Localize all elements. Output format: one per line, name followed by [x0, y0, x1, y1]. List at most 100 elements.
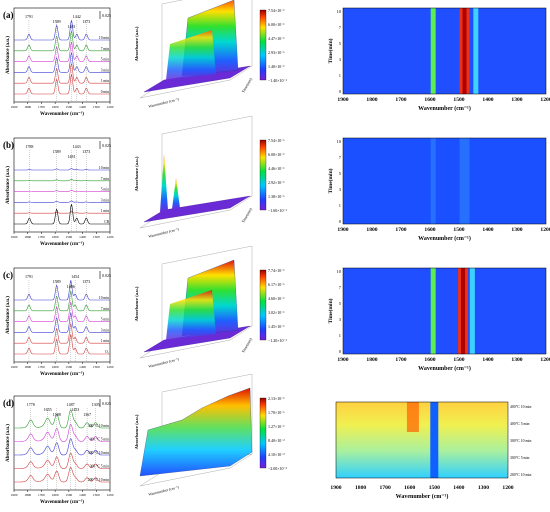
line-panel-2: (c) 1900 1800 1700 1600 1500 1400 1300 1200 Waven…	[3, 267, 114, 377]
series-label: 300 °C 10 min	[88, 451, 109, 455]
panel-label: (d)	[3, 398, 14, 408]
x-tick-label: 1800	[355, 485, 366, 491]
surface-peak	[172, 178, 180, 209]
series-line	[14, 178, 110, 182]
colorbar-label: 1.45×10⁻¹	[268, 324, 285, 329]
series-line	[14, 41, 110, 62]
line-panel-0: (a) 1900 1800 1700 1600 1500 1400 1300 1200 Waven…	[3, 7, 114, 117]
series-label: CB	[104, 220, 109, 224]
peak-label: 1481	[67, 154, 75, 159]
heatmap-field	[343, 8, 546, 94]
heatmap-frame	[342, 137, 547, 225]
x-tick-label: 1200	[107, 493, 114, 497]
series-label: 1 min	[101, 209, 109, 213]
y-tick-label: 10	[337, 139, 342, 144]
heatmap-band	[406, 402, 419, 432]
peak-label: 1791	[25, 14, 33, 19]
x-tick-label: 1600	[52, 493, 59, 497]
x-tick-label: 1400	[79, 365, 86, 369]
peak-label: 1589	[53, 149, 61, 154]
series-line	[14, 323, 110, 344]
series-label: 1 min	[101, 339, 109, 343]
colorbar-label: 4.60×10⁻¹	[268, 296, 285, 301]
x-tick-label: 1500	[65, 365, 72, 369]
colorbar-label: 7.74×10⁻¹	[268, 268, 285, 273]
surface-panel-3: Absorbance (a.u.) Wavenumber (cm⁻¹) 2.13×1…	[134, 373, 288, 497]
series-label: 3 min	[101, 198, 109, 202]
x-tick-label: 1800	[24, 105, 31, 109]
surface-panel-0: Absorbance (a.u.) Wavenumber (cm⁻¹) Time(m…	[134, 0, 288, 109]
plot-frame	[13, 137, 111, 233]
colorbar-label: −1.40×10⁻¹	[268, 78, 288, 83]
series-line	[14, 466, 110, 483]
colorbar-label: 2.13×10⁻¹	[268, 396, 285, 401]
y-tick-label: 7	[339, 285, 342, 290]
surface-sheet	[166, 290, 216, 340]
y-axis-label: Time(min)	[241, 207, 253, 224]
x-tick-label: 1600	[424, 357, 435, 363]
colorbar-label: 3.02×10⁻¹	[268, 310, 285, 315]
x-tick-label: 1800	[366, 227, 377, 233]
y-axis-label: Absorbance (a.u.)	[6, 166, 11, 204]
surface-panel-1: Absorbance (a.u.) Wavenumber (cm⁻¹) Time(m…	[134, 115, 288, 239]
x-tick-label: 1400	[79, 493, 86, 497]
series-line	[14, 204, 110, 225]
surface-floor	[143, 325, 251, 353]
heatmap-band	[469, 268, 475, 354]
colorbar-label: −1.20×10⁻¹	[268, 338, 288, 343]
colorbar-label: 1.70×10⁻¹	[268, 410, 285, 415]
peak-label: 1367	[83, 412, 91, 417]
heatmap-field	[343, 268, 546, 354]
x-tick-label: 1600	[424, 227, 435, 233]
x-tick-label: 1400	[79, 235, 86, 239]
heatmap-frame	[342, 267, 547, 355]
x-tick-label: 1400	[453, 485, 464, 491]
peak-label: 1589	[53, 19, 61, 24]
x-tick-label: 1600	[52, 105, 59, 109]
peak-label: 1788	[25, 144, 33, 149]
plot-frame	[13, 267, 111, 363]
colorbar-label: 7.54×10⁻¹	[268, 138, 285, 143]
colorbar-label: 6.00×10⁻¹	[268, 152, 285, 157]
y-tick-label: 0	[339, 349, 342, 354]
x-tick-label: 1700	[38, 235, 45, 239]
heatmap-band	[473, 8, 479, 94]
y-tick-label: 10	[337, 9, 342, 14]
peak-label: 1655	[44, 407, 52, 412]
y-tick-label: 7	[339, 25, 342, 30]
series-line	[14, 168, 110, 171]
x-axis-label: Wavenumber (cm⁻¹)	[40, 499, 84, 505]
x-axis-label: Wavenumber (cm⁻¹)	[418, 235, 471, 242]
x-axis-label: Wavenumber (cm⁻¹)	[40, 241, 84, 247]
surface-floor-edge	[139, 453, 253, 487]
series-line	[14, 312, 110, 333]
x-axis-label: Wavenumber (cm⁻¹)	[40, 111, 84, 117]
y-axis-label: Absorbance (a.u.)	[6, 296, 11, 334]
surface-floor	[143, 195, 251, 223]
x-tick-label: 1700	[38, 493, 45, 497]
colorbar-label: 7.54×10⁻¹	[268, 8, 285, 13]
y-tick-label: 300°C 10 min	[510, 439, 531, 443]
colorbar-label: 1.40×10⁻¹	[268, 64, 285, 69]
y-axis-label: Time(min)	[241, 77, 253, 94]
series-line	[14, 189, 110, 192]
x-tick-label: 1900	[337, 357, 348, 363]
x-tick-label: 1200	[540, 227, 550, 233]
x-tick-label: 1500	[65, 235, 72, 239]
series-line	[14, 452, 110, 469]
x-tick-label: 1300	[93, 105, 100, 109]
series-line	[14, 290, 110, 312]
x-axis-label: Wavenumber (cm⁻¹)	[40, 371, 84, 377]
x-tick-label: 1500	[429, 485, 440, 491]
peak-label: 1443	[73, 144, 81, 149]
heatmap-panel-3: 400°C 10 min 400°C 5 min 300°C 10 min 300°C…	[330, 401, 531, 500]
peak-label: 1453	[71, 407, 79, 412]
series-line	[14, 334, 110, 355]
y-tick-label: 0	[339, 219, 342, 224]
scale-bar-label: 0.025	[102, 143, 111, 148]
peak-label: 1373	[82, 19, 90, 24]
y-axis-label: Time(min)	[241, 337, 253, 354]
series-label: 5 min	[101, 318, 109, 322]
